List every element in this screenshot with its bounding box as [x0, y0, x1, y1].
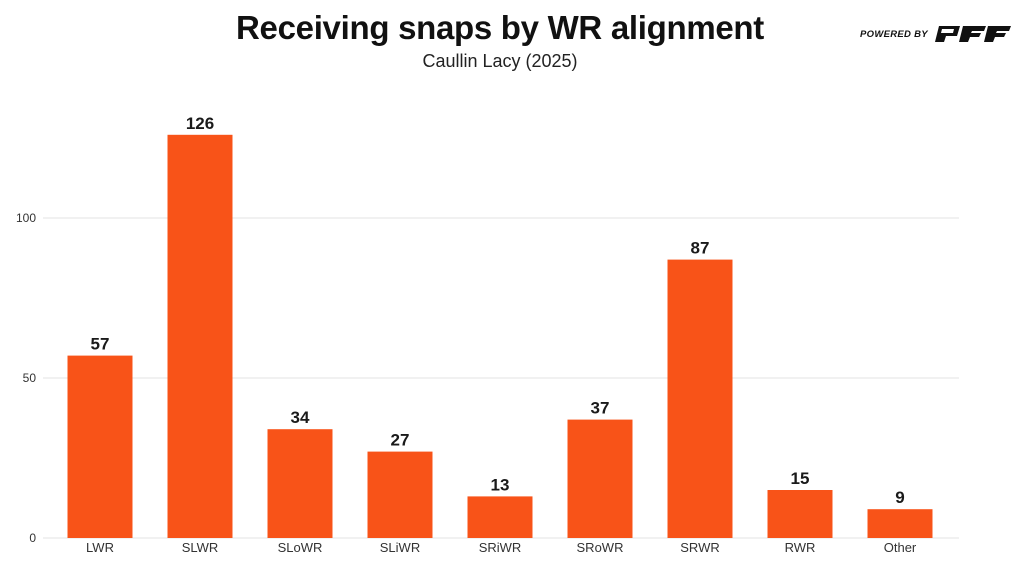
- data-label: 27: [391, 431, 410, 450]
- data-label: 15: [791, 469, 810, 488]
- bar-other: [867, 509, 933, 538]
- bar-srowr: [567, 419, 633, 538]
- bars: [67, 134, 933, 539]
- data-label: 126: [186, 114, 214, 133]
- data-label: 13: [491, 475, 510, 494]
- bar-slwr: [167, 134, 233, 539]
- powered-by-text: POWERED BY: [860, 28, 928, 40]
- x-tick-label: SLoWR: [278, 540, 323, 555]
- bar-slowr: [267, 429, 333, 538]
- pff-logo-icon: [934, 26, 1011, 42]
- x-tick-label: SLiWR: [380, 540, 420, 555]
- bar-lwr: [67, 355, 133, 538]
- data-label: 9: [895, 488, 904, 507]
- y-tick-label: 0: [29, 531, 36, 545]
- bar-rwr: [767, 490, 833, 538]
- x-tick-label: SLWR: [182, 540, 219, 555]
- bar-srwr: [667, 259, 733, 538]
- y-axis-ticks: 0 50 100: [16, 211, 36, 545]
- data-label: 37: [591, 399, 610, 418]
- data-labels: 57 126 34 27 13 37 87 15 9: [91, 114, 905, 507]
- data-label: 57: [91, 335, 110, 354]
- x-tick-label: Other: [884, 540, 917, 555]
- x-tick-label: SRoWR: [577, 540, 624, 555]
- x-tick-label: LWR: [86, 540, 114, 555]
- data-label: 34: [291, 408, 310, 427]
- y-tick-label: 50: [23, 371, 37, 385]
- data-label: 87: [691, 239, 710, 258]
- y-tick-label: 100: [16, 211, 36, 225]
- chart-subtitle: Caullin Lacy (2025): [422, 51, 578, 71]
- x-tick-label: SRWR: [680, 540, 719, 555]
- x-axis-ticks: LWR SLWR SLoWR SLiWR SRiWR SRoWR SRWR RWR Other: [86, 540, 917, 555]
- x-tick-label: RWR: [785, 540, 816, 555]
- pff-branding: POWERED BY: [860, 24, 1012, 44]
- chart-title: Receiving snaps by WR alignment: [236, 9, 764, 46]
- bar-sriwr: [467, 496, 533, 538]
- bar-sliwr: [367, 451, 433, 538]
- x-tick-label: SRiWR: [479, 540, 522, 555]
